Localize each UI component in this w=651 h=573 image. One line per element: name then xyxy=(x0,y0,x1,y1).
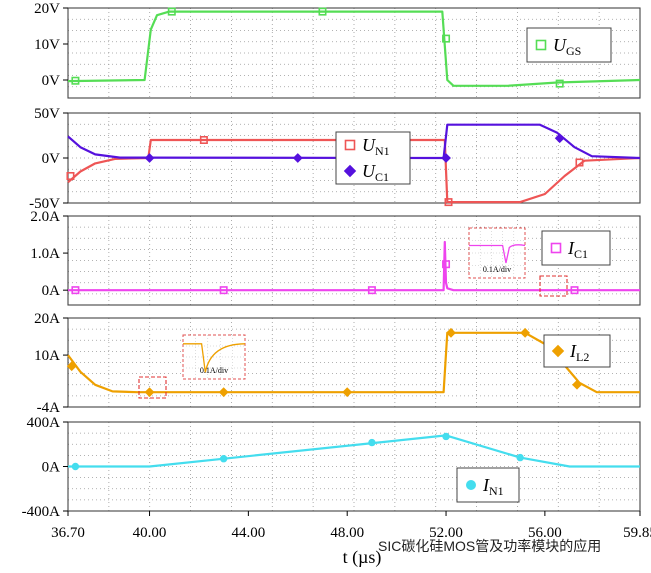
legend-label: UGS xyxy=(553,35,581,58)
panel-il2: 20A 10A -4A IL2 xyxy=(34,311,641,416)
inset-scale-label: 0.1A/div xyxy=(483,265,511,274)
y-tick-label: -4A xyxy=(37,400,60,416)
y-tick-label: 50V xyxy=(34,106,60,122)
x-tick-label: 48.00 xyxy=(330,525,364,541)
y-tick-label: -400A xyxy=(22,504,60,520)
data-point-IC1 xyxy=(71,286,80,295)
legend-marker xyxy=(551,344,565,358)
data-point-IL2 xyxy=(218,387,229,398)
data-point-UGS xyxy=(318,7,327,16)
data-point-UC1 xyxy=(554,133,565,144)
y-tick-label: 10V xyxy=(34,37,60,53)
panel-frame xyxy=(67,317,641,408)
legend-ugs: UGS xyxy=(526,27,612,63)
y-tick-label: 20V xyxy=(34,1,60,17)
data-point-IL2 xyxy=(342,387,353,398)
data-point-UC1 xyxy=(441,153,451,163)
data-point-IC1 xyxy=(367,286,376,295)
legend-marker xyxy=(466,480,476,490)
y-tick-label: 10A xyxy=(34,348,60,364)
legend-in1: IN1 xyxy=(456,467,520,503)
legend-marker xyxy=(344,139,356,151)
watermark-text: SIC碳化硅MOS管及功率模块的应用 xyxy=(378,538,601,554)
x-tick-label: 56.00 xyxy=(528,525,562,541)
data-point-UC1 xyxy=(292,153,303,163)
legend-box xyxy=(526,27,612,63)
data-point-IC1 xyxy=(570,286,579,295)
data-point-IL2 xyxy=(446,327,456,338)
inset-1: 0.1A/div xyxy=(138,334,246,399)
inset-0: 0.1A/div xyxy=(468,227,568,297)
inset-scale-label: 0.1A/div xyxy=(200,366,228,375)
x-axis: 36.70 40.00 44.00 48.00 52.00 56.00 59.85 xyxy=(51,511,651,541)
y-tick-label: 0V xyxy=(42,73,61,89)
zoom-region-box xyxy=(138,376,167,399)
data-point-UGS xyxy=(555,79,564,88)
legend-ic1: IC1 xyxy=(541,230,611,266)
data-point-IC1 xyxy=(219,286,228,295)
panels-group: 20V10V0VUGS50V0V-50VUN1UC12.0A1.0A0AIC12… xyxy=(22,1,641,520)
data-point-IL2 xyxy=(144,387,155,398)
data-point-UC1 xyxy=(144,153,155,163)
panel-ugs: 20V 10V 0V UGS xyxy=(34,1,641,99)
legend-marker xyxy=(343,164,357,178)
legend-label: IC1 xyxy=(567,238,588,261)
data-point-UGS xyxy=(167,7,176,16)
inset-curve xyxy=(183,343,246,373)
inset-curve xyxy=(469,244,526,264)
data-point-IL2 xyxy=(520,327,531,338)
x-tick-label: 52.00 xyxy=(429,525,463,541)
data-point-IN1 xyxy=(442,432,450,441)
panel-frame xyxy=(67,215,641,306)
series-line-IC1 xyxy=(68,240,640,292)
x-axis-label: t (µs) xyxy=(343,547,382,568)
y-tick-label: 20A xyxy=(34,311,60,327)
data-point-UGS xyxy=(442,34,451,43)
data-point-UN1 xyxy=(199,136,208,145)
data-point-IL2 xyxy=(572,379,582,390)
panel-frame xyxy=(67,7,641,99)
data-point-IC1 xyxy=(442,260,451,269)
series-line-UC1 xyxy=(67,123,641,160)
panel-in1: 400A 0A -400A IN1 xyxy=(22,415,641,520)
data-point-UN1 xyxy=(575,158,584,167)
legend-label: IL2 xyxy=(569,341,589,364)
x-tick-label: 36.70 xyxy=(51,525,85,541)
y-tick-label: 2.0A xyxy=(30,209,60,225)
y-tick-label: 0A xyxy=(42,460,61,476)
data-point-IN1 xyxy=(368,438,376,447)
data-point-IN1 xyxy=(71,462,80,471)
y-tick-label: 0V xyxy=(42,151,61,167)
legend-label: UC1 xyxy=(362,161,389,184)
x-tick-label: 59.85 xyxy=(623,525,651,541)
series-line-UGS xyxy=(67,10,641,87)
series-line-IN1 xyxy=(68,434,640,468)
legend-box xyxy=(541,230,611,266)
legend-label: IN1 xyxy=(482,475,504,498)
x-tick-label: 40.00 xyxy=(133,525,167,541)
legend-label: UN1 xyxy=(362,135,390,158)
data-point-IN1 xyxy=(516,453,524,462)
data-point-UGS xyxy=(71,76,80,85)
legend-il2: IL2 xyxy=(543,334,611,368)
zoom-region-box xyxy=(539,275,568,297)
data-point-IN1 xyxy=(219,455,228,463)
legend-marker xyxy=(550,242,562,254)
y-tick-label: 1.0A xyxy=(30,246,60,262)
legend-marker xyxy=(535,39,547,51)
panel-ic1: 2.0A 1.0A 0A IC1 xyxy=(30,209,641,306)
data-point-IL2 xyxy=(66,361,77,372)
data-point-UN1 xyxy=(66,172,75,181)
y-tick-label: 400A xyxy=(27,415,61,431)
y-tick-label: 0A xyxy=(42,283,61,299)
y-tick-label: -50V xyxy=(29,196,60,212)
x-tick-label: 44.00 xyxy=(231,525,265,541)
data-point-UN1 xyxy=(444,198,453,207)
